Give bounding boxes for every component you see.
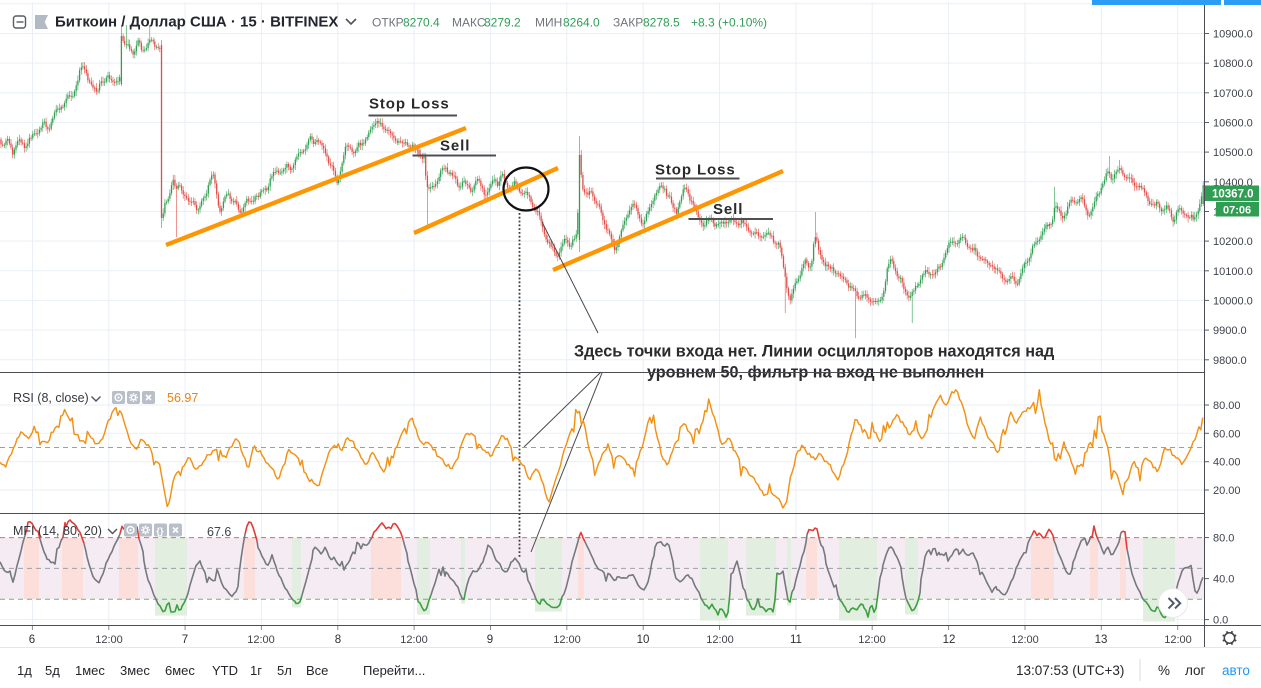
svg-text:+8.3 (+0.10%): +8.3 (+0.10%) [691, 16, 767, 30]
svg-text:9900.0: 9900.0 [1213, 325, 1247, 337]
svg-text:ОТКР: ОТКР [372, 16, 404, 30]
svg-text:10700.0: 10700.0 [1213, 88, 1253, 100]
svg-text:8279.2: 8279.2 [484, 16, 521, 30]
svg-text:авто: авто [1222, 663, 1250, 678]
svg-text:лог: лог [1185, 663, 1206, 678]
svg-text:10100.0: 10100.0 [1213, 266, 1253, 278]
svg-text:80.0: 80.0 [1213, 533, 1234, 545]
svg-text:12:00: 12:00 [1164, 634, 1192, 646]
svg-text:10200.0: 10200.0 [1213, 236, 1253, 248]
svg-text:12:00: 12:00 [1011, 634, 1039, 646]
svg-text:12:00: 12:00 [706, 634, 734, 646]
svg-text:МАКС: МАКС [452, 16, 486, 30]
svg-text:7: 7 [182, 634, 188, 646]
svg-text:Sell: Sell [713, 201, 743, 218]
svg-text:0.0: 0.0 [1213, 615, 1228, 627]
svg-text:40.0: 40.0 [1213, 574, 1234, 586]
svg-text:Перейти...: Перейти... [363, 663, 425, 678]
svg-text:12: 12 [943, 634, 956, 646]
svg-text:Sell: Sell [440, 138, 470, 155]
svg-text:3мес: 3мес [120, 663, 150, 678]
svg-text:ЗАКР: ЗАКР [613, 16, 643, 30]
svg-text:10500.0: 10500.0 [1213, 147, 1253, 159]
svg-text:12:00: 12:00 [247, 634, 275, 646]
svg-text:МИН: МИН [535, 16, 562, 30]
svg-text:YTD: YTD [212, 663, 238, 678]
svg-text:8: 8 [335, 634, 341, 646]
svg-text:10: 10 [637, 634, 650, 646]
svg-text:80.00: 80.00 [1213, 400, 1241, 412]
svg-text:1г: 1г [250, 663, 262, 678]
svg-text:9800.0: 9800.0 [1213, 355, 1247, 367]
svg-text:40.00: 40.00 [1213, 457, 1241, 469]
svg-text:12:00: 12:00 [95, 634, 123, 646]
svg-text:RSI (8, close): RSI (8, close) [13, 391, 89, 405]
svg-text:10800.0: 10800.0 [1213, 58, 1253, 70]
svg-text:1д: 1д [17, 663, 32, 678]
svg-text:10000.0: 10000.0 [1213, 295, 1253, 307]
svg-text:8270.4: 8270.4 [403, 16, 440, 30]
svg-text:Биткоин / Доллар США · 15 · BI: Биткоин / Доллар США · 15 · BITFINEX [55, 14, 338, 31]
svg-text:13:07:53 (UTC+3): 13:07:53 (UTC+3) [1016, 663, 1124, 678]
svg-text:%: % [1158, 663, 1170, 678]
svg-text:56.97: 56.97 [167, 391, 198, 405]
svg-text:Здесь точки входа нет. Линии о: Здесь точки входа нет. Линии осцилляторо… [574, 343, 1054, 361]
svg-text:20.00: 20.00 [1213, 485, 1241, 497]
svg-text:8278.5: 8278.5 [643, 16, 680, 30]
svg-text:6: 6 [29, 634, 35, 646]
svg-text:6мес: 6мес [165, 663, 195, 678]
svg-text:1мес: 1мес [75, 663, 105, 678]
svg-text:10600.0: 10600.0 [1213, 118, 1253, 130]
svg-text:60.00: 60.00 [1213, 428, 1241, 440]
svg-text:5д: 5д [45, 663, 60, 678]
svg-text:12:00: 12:00 [400, 634, 428, 646]
svg-text:Все: Все [306, 663, 328, 678]
svg-text:12:00: 12:00 [858, 634, 886, 646]
svg-text:67.6: 67.6 [207, 525, 231, 539]
svg-text:12:00: 12:00 [553, 634, 581, 646]
svg-text:11: 11 [790, 634, 802, 646]
svg-text:8264.0: 8264.0 [563, 16, 600, 30]
svg-text:Stop Loss: Stop Loss [369, 96, 450, 113]
svg-text:MFI (14, 80, 20): MFI (14, 80, 20) [13, 524, 102, 538]
svg-text:07:06: 07:06 [1223, 205, 1251, 217]
svg-text:13: 13 [1095, 634, 1108, 646]
svg-text:10367.0: 10367.0 [1212, 189, 1254, 201]
svg-text:9: 9 [487, 634, 493, 646]
svg-text:10900.0: 10900.0 [1213, 29, 1253, 41]
svg-text:Stop Loss: Stop Loss [655, 162, 736, 179]
svg-text:{}: {} [156, 526, 164, 537]
svg-text:5л: 5л [277, 663, 292, 678]
